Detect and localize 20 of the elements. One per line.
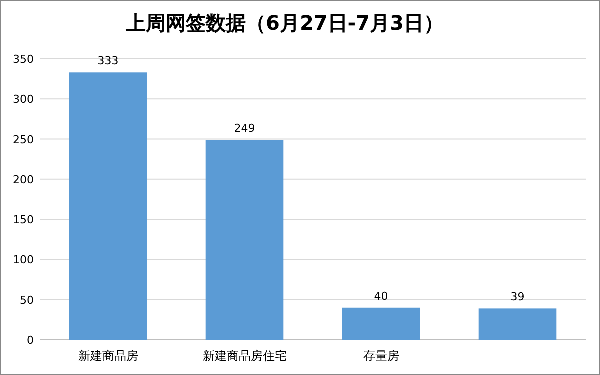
data-label: 39 bbox=[510, 290, 525, 304]
y-tick-label: 150 bbox=[13, 214, 34, 227]
bar bbox=[69, 72, 148, 340]
y-tick-label: 200 bbox=[13, 173, 34, 186]
y-tick-label: 100 bbox=[13, 254, 34, 267]
chart-title: 上周网签数据（6月27日-7月3日） bbox=[125, 11, 444, 35]
data-label: 249 bbox=[234, 122, 256, 136]
bar bbox=[206, 140, 284, 340]
x-tick-label: 新建商品房住宅 bbox=[202, 349, 287, 363]
bar bbox=[342, 308, 420, 340]
x-tick-label: 新建商品房 bbox=[78, 349, 138, 363]
y-tick-label: 0 bbox=[27, 334, 34, 347]
y-tick-label: 250 bbox=[13, 133, 34, 146]
data-label: 40 bbox=[374, 290, 388, 303]
data-label: 333 bbox=[98, 54, 119, 68]
y-tick-label: 50 bbox=[20, 294, 34, 307]
bar bbox=[478, 308, 557, 340]
y-tick-label: 300 bbox=[13, 93, 34, 106]
x-tick-label: 存量房 bbox=[363, 349, 400, 363]
y-tick-label: 350 bbox=[13, 53, 34, 66]
